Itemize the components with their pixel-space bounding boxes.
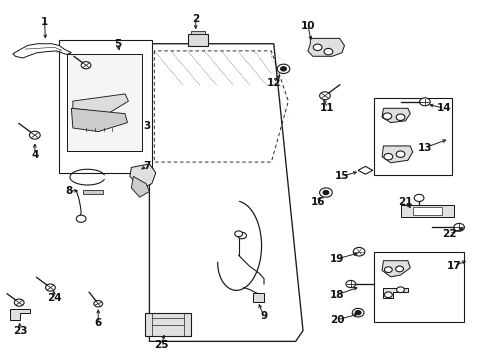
Polygon shape (412, 207, 441, 215)
Bar (190, 31, 205, 34)
Circle shape (76, 215, 86, 222)
Text: 21: 21 (397, 197, 412, 207)
Polygon shape (252, 293, 264, 302)
Circle shape (352, 247, 364, 256)
Bar (373, 98, 451, 175)
Text: 2: 2 (192, 14, 199, 24)
Bar (373, 252, 463, 321)
Text: 20: 20 (329, 315, 344, 325)
Polygon shape (381, 261, 409, 277)
Polygon shape (10, 309, 30, 320)
Polygon shape (307, 39, 344, 56)
Circle shape (237, 232, 246, 239)
Polygon shape (130, 164, 156, 187)
Text: 24: 24 (47, 293, 61, 303)
Text: 1: 1 (41, 17, 48, 27)
Text: 8: 8 (65, 186, 72, 196)
Polygon shape (82, 190, 103, 194)
Circle shape (324, 48, 332, 55)
Polygon shape (144, 314, 190, 336)
Circle shape (354, 311, 360, 315)
Circle shape (345, 280, 355, 288)
Circle shape (29, 131, 40, 139)
Circle shape (395, 151, 404, 157)
Circle shape (14, 299, 24, 306)
Polygon shape (400, 205, 453, 217)
Circle shape (280, 67, 286, 71)
Circle shape (396, 287, 404, 293)
Text: 9: 9 (260, 311, 267, 321)
Polygon shape (13, 44, 71, 58)
Polygon shape (131, 176, 149, 197)
Text: 19: 19 (329, 254, 344, 264)
Text: 15: 15 (334, 171, 348, 181)
Circle shape (383, 153, 392, 160)
Circle shape (319, 188, 331, 197)
Text: 22: 22 (441, 229, 456, 239)
Text: 4: 4 (31, 150, 39, 160)
Circle shape (323, 190, 328, 195)
Text: 23: 23 (13, 325, 27, 336)
Text: 7: 7 (143, 161, 150, 171)
Text: 18: 18 (329, 290, 344, 300)
Text: 16: 16 (310, 197, 324, 207)
Circle shape (45, 284, 55, 291)
Circle shape (395, 114, 404, 121)
Circle shape (413, 194, 423, 202)
Bar (59, 40, 152, 173)
Circle shape (384, 292, 391, 298)
Text: 17: 17 (446, 261, 461, 271)
Text: 14: 14 (436, 103, 451, 113)
Text: 11: 11 (320, 103, 334, 113)
Circle shape (313, 44, 322, 50)
Text: 5: 5 (114, 39, 121, 49)
Circle shape (319, 92, 330, 100)
Text: 25: 25 (154, 340, 168, 350)
Polygon shape (73, 94, 128, 114)
Polygon shape (149, 44, 303, 341)
Text: 10: 10 (300, 21, 314, 31)
Text: 13: 13 (417, 143, 431, 153)
Circle shape (382, 113, 391, 120)
Circle shape (234, 231, 242, 237)
Bar (66, 54, 142, 151)
Polygon shape (357, 166, 372, 174)
Circle shape (419, 98, 429, 106)
Circle shape (453, 224, 464, 231)
Text: 3: 3 (143, 121, 150, 131)
Bar (188, 34, 207, 45)
Text: 12: 12 (266, 78, 281, 88)
Polygon shape (381, 146, 412, 163)
Polygon shape (381, 108, 409, 123)
Polygon shape (383, 288, 407, 298)
Circle shape (351, 309, 363, 317)
Circle shape (384, 267, 391, 273)
Circle shape (277, 64, 289, 73)
Circle shape (395, 266, 403, 272)
Text: 6: 6 (94, 319, 102, 328)
Circle shape (94, 301, 102, 307)
Circle shape (81, 62, 91, 69)
Polygon shape (71, 108, 127, 132)
